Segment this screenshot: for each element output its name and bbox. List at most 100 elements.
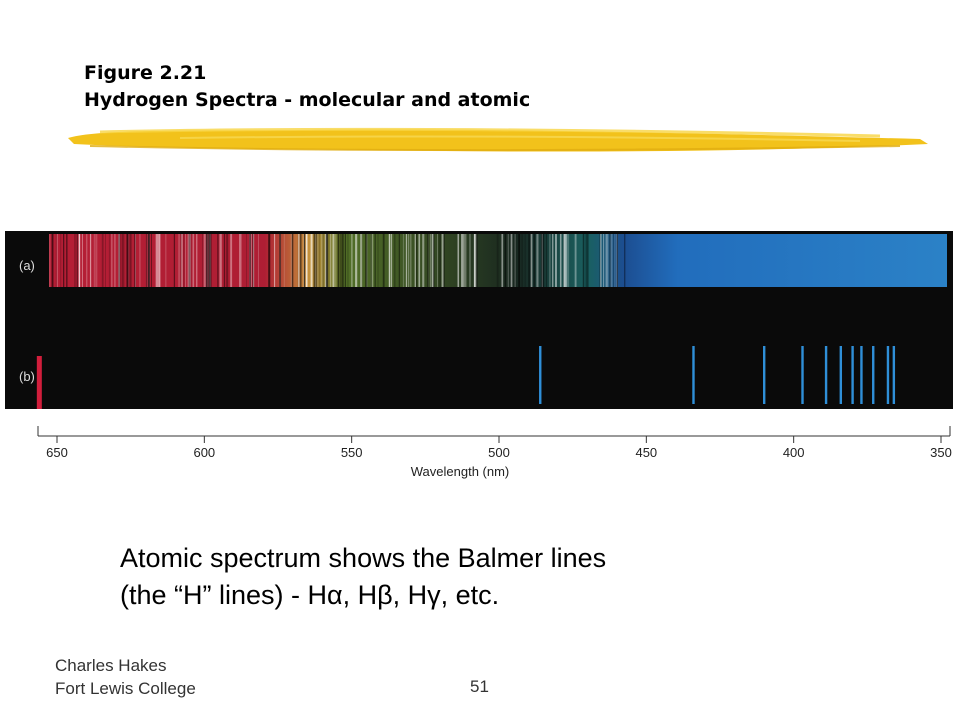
- molecular-line: [333, 234, 335, 287]
- molecular-line: [585, 234, 587, 287]
- molecular-line: [304, 234, 306, 287]
- molecular-line: [346, 234, 349, 287]
- molecular-line: [165, 234, 167, 287]
- molecular-line: [122, 234, 125, 287]
- molecular-line: [457, 234, 460, 287]
- molecular-line: [533, 234, 536, 287]
- molecular-line: [582, 234, 585, 287]
- molecular-line: [614, 234, 616, 287]
- molecular-line: [330, 234, 332, 287]
- atomic-line: [801, 346, 804, 404]
- atomic-line: [886, 346, 890, 404]
- molecular-line: [188, 234, 191, 287]
- atomic-line: [839, 346, 843, 404]
- molecular-line: [223, 234, 226, 287]
- slide-title: Figure 2.21 Hydrogen Spectra - molecular…: [84, 60, 530, 114]
- molecular-line: [203, 234, 206, 287]
- molecular-line: [431, 234, 434, 287]
- molecular-line: [326, 234, 329, 287]
- axis-tick-label: 400: [783, 445, 805, 460]
- molecular-line: [315, 234, 317, 287]
- molecular-line: [341, 234, 344, 287]
- label-b: (b): [19, 369, 35, 384]
- molecular-line: [135, 234, 136, 287]
- caption-line-1: Atomic spectrum shows the Balmer lines: [120, 543, 607, 573]
- axis-tick-label: 650: [46, 445, 68, 460]
- figure-title: Hydrogen Spectra - molecular and atomic: [84, 89, 531, 111]
- molecular-line: [318, 234, 320, 287]
- molecular-line: [408, 234, 410, 287]
- molecular-line: [414, 234, 416, 287]
- molecular-line: [408, 234, 410, 287]
- molecular-line: [252, 234, 255, 287]
- molecular-line: [81, 234, 83, 287]
- molecular-line: [56, 234, 58, 287]
- molecular-line: [226, 234, 229, 287]
- molecular-line: [188, 234, 191, 287]
- molecular-line: [250, 234, 252, 287]
- molecular-line: [126, 234, 129, 287]
- molecular-line: [563, 234, 564, 287]
- molecular-line: [430, 234, 433, 287]
- molecular-line: [239, 234, 241, 287]
- molecular-line: [437, 234, 438, 287]
- molecular-line: [76, 234, 78, 287]
- molecular-line: [211, 234, 212, 287]
- molecular-line: [409, 234, 412, 287]
- molecular-line: [306, 234, 308, 287]
- molecular-line: [314, 234, 318, 287]
- molecular-line: [504, 234, 506, 287]
- molecular-line: [313, 234, 316, 287]
- molecular-line: [206, 234, 209, 287]
- molecular-line: [180, 234, 183, 287]
- molecular-line: [268, 234, 271, 287]
- molecular-line: [443, 234, 446, 287]
- molecular-line: [240, 234, 242, 287]
- atomic-line: [692, 346, 695, 404]
- molecular-line: [508, 234, 509, 287]
- molecular-line: [51, 234, 54, 287]
- molecular-line: [105, 234, 107, 287]
- figure-number: Figure 2.21: [84, 62, 207, 84]
- molecular-line: [139, 234, 141, 287]
- molecular-line: [382, 234, 385, 287]
- page-number: 51: [470, 677, 489, 696]
- molecular-line: [78, 234, 80, 287]
- molecular-line: [529, 234, 532, 287]
- molecular-line: [542, 234, 545, 287]
- molecular-line: [340, 234, 342, 287]
- molecular-line: [292, 234, 294, 287]
- molecular-line: [563, 234, 566, 287]
- molecular-line: [118, 234, 120, 287]
- molecular-line: [586, 234, 589, 287]
- molecular-line: [192, 234, 195, 287]
- molecular-line: [418, 234, 421, 287]
- molecular-line: [208, 234, 211, 287]
- molecular-line: [66, 234, 68, 287]
- molecular-line: [438, 234, 440, 287]
- molecular-line: [613, 234, 614, 287]
- molecular-line: [291, 234, 293, 287]
- molecular-line: [599, 234, 601, 287]
- molecular-line: [335, 234, 337, 287]
- molecular-line: [283, 234, 285, 287]
- label-a: (a): [19, 258, 35, 273]
- molecular-line: [205, 234, 208, 287]
- molecular-line: [431, 234, 432, 287]
- molecular-line: [432, 234, 435, 287]
- molecular-line: [49, 234, 51, 287]
- molecular-line: [371, 234, 374, 287]
- molecular-line: [86, 234, 88, 287]
- molecular-line: [524, 234, 526, 287]
- molecular-line: [279, 234, 281, 287]
- molecular-line: [518, 234, 521, 287]
- molecular-line: [309, 234, 312, 287]
- molecular-line: [507, 234, 509, 287]
- molecular-line: [530, 234, 532, 287]
- molecular-line: [108, 234, 111, 287]
- molecular-line: [351, 234, 353, 287]
- molecular-line: [469, 234, 471, 287]
- molecular-line: [317, 234, 319, 287]
- molecular-line: [63, 234, 64, 287]
- molecular-line: [574, 234, 577, 287]
